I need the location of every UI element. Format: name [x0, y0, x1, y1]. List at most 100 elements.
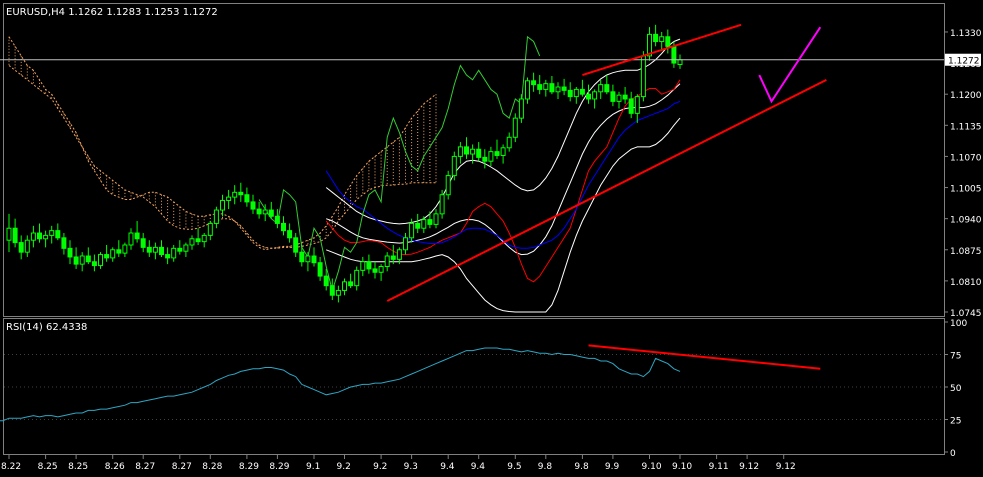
time-tick-label: 9.2	[373, 462, 387, 472]
candle-body	[403, 237, 408, 251]
candle-body	[525, 80, 530, 100]
candle-body	[262, 209, 268, 215]
kijun-line	[325, 100, 681, 249]
support-trendline	[386, 78, 827, 302]
price-tick-label: 1.1005	[950, 185, 982, 195]
candle-body	[348, 281, 354, 287]
price-tick-label: 1.1070	[950, 153, 982, 163]
time-tick-label: 8.28	[202, 462, 222, 472]
candle-body	[140, 238, 146, 248]
candle-body	[354, 269, 360, 287]
candle-body	[390, 255, 396, 260]
candle-body	[665, 36, 671, 47]
price-axis: 1.13301.12651.12001.11351.10701.10051.09…	[944, 29, 982, 319]
candle-body	[268, 209, 274, 217]
time-tick-label: 9.10	[672, 462, 692, 472]
candle-body	[91, 261, 97, 267]
candle-body	[659, 36, 665, 43]
candle-body	[250, 201, 256, 210]
time-tick-label: 9.8	[574, 462, 589, 472]
candle-body	[79, 255, 85, 265]
chikou-line	[258, 35, 541, 293]
rsi-tick-label: 25	[950, 417, 961, 427]
candle-body	[604, 84, 610, 93]
candle-body	[12, 227, 18, 244]
candle-body	[43, 234, 49, 240]
candle-body	[598, 84, 604, 93]
time-tick-label: 8.25	[68, 462, 88, 472]
candle-body	[518, 98, 524, 119]
senkou-span-b	[8, 65, 436, 249]
candle-body	[37, 232, 42, 240]
rsi-line	[0, 347, 681, 422]
annotations	[0, 23, 944, 302]
candle-body	[653, 33, 659, 43]
candle-body	[372, 268, 378, 273]
candle-body	[549, 83, 555, 93]
time-tick-label: 8.27	[172, 462, 192, 472]
time-tick-label: 9.3	[404, 462, 418, 472]
candle-body	[299, 251, 305, 263]
candle-body	[500, 147, 506, 156]
candle-body	[427, 219, 433, 225]
candle-body	[451, 155, 457, 177]
candle-body	[104, 254, 110, 259]
time-axis: 8.22 8.25 8.25 8.26 8.27 8.27 8.28 8.29 8.29 9.1 9…	[1, 455, 796, 472]
candle-body	[311, 255, 317, 264]
candle-body	[433, 213, 439, 225]
current-price-marker	[945, 53, 981, 66]
price-tick-label: 1.0940	[950, 216, 982, 226]
candle-body	[73, 256, 79, 265]
projection-path	[758, 26, 822, 104]
rsi-divergence-line	[588, 344, 821, 370]
rsi-tick-label: 50	[950, 384, 962, 394]
candle-body	[183, 244, 189, 252]
candle-body	[122, 244, 128, 254]
time-tick-label: 8.25	[38, 462, 58, 472]
rsi-title: RSI(14) 62.4338	[6, 322, 87, 333]
candle-body	[628, 98, 634, 114]
candle-body	[592, 91, 598, 100]
rsi-tick-label: 100	[950, 319, 967, 329]
candle-body	[207, 222, 213, 236]
tenkan-line	[325, 79, 681, 283]
candle-body	[622, 94, 628, 100]
candle-body	[293, 237, 299, 253]
candle-body	[287, 230, 293, 239]
time-tick-label: 9.12	[776, 462, 796, 472]
candle-body	[378, 266, 384, 273]
candle-body	[677, 59, 683, 66]
candle-body	[506, 136, 512, 149]
candle-body	[171, 247, 177, 259]
candle-body	[61, 237, 67, 249]
time-tick-label: 8.27	[135, 462, 155, 472]
candle-body	[579, 88, 585, 95]
candle-body	[647, 33, 652, 57]
candle-body	[470, 148, 476, 155]
current-price-label: 1.1272	[948, 57, 980, 67]
time-tick-label: 9.4	[471, 462, 486, 472]
candle-body	[116, 249, 122, 254]
time-tick-label: 9.2	[337, 462, 351, 472]
candle-body	[195, 238, 201, 243]
candle-body	[146, 246, 152, 253]
candle-body	[67, 247, 73, 258]
rsi-axis: 100 75 50 25 0	[944, 319, 967, 459]
candle-body	[98, 254, 103, 267]
rsi-tick-label: 75	[950, 352, 961, 362]
candle-body	[55, 230, 61, 239]
candle-body	[543, 83, 549, 90]
candle-body	[134, 232, 140, 240]
bollinger-upper-line	[325, 38, 681, 225]
candle-body	[256, 208, 262, 215]
candle-body	[531, 80, 537, 86]
candle-body	[317, 262, 323, 277]
candle-body	[49, 230, 55, 236]
time-tick-label: 9.4	[440, 462, 455, 472]
price-tick-label: 1.1135	[950, 122, 982, 132]
candle-body	[567, 89, 573, 98]
candle-body	[610, 91, 616, 102]
rsi-tick-label: 0	[950, 449, 956, 459]
